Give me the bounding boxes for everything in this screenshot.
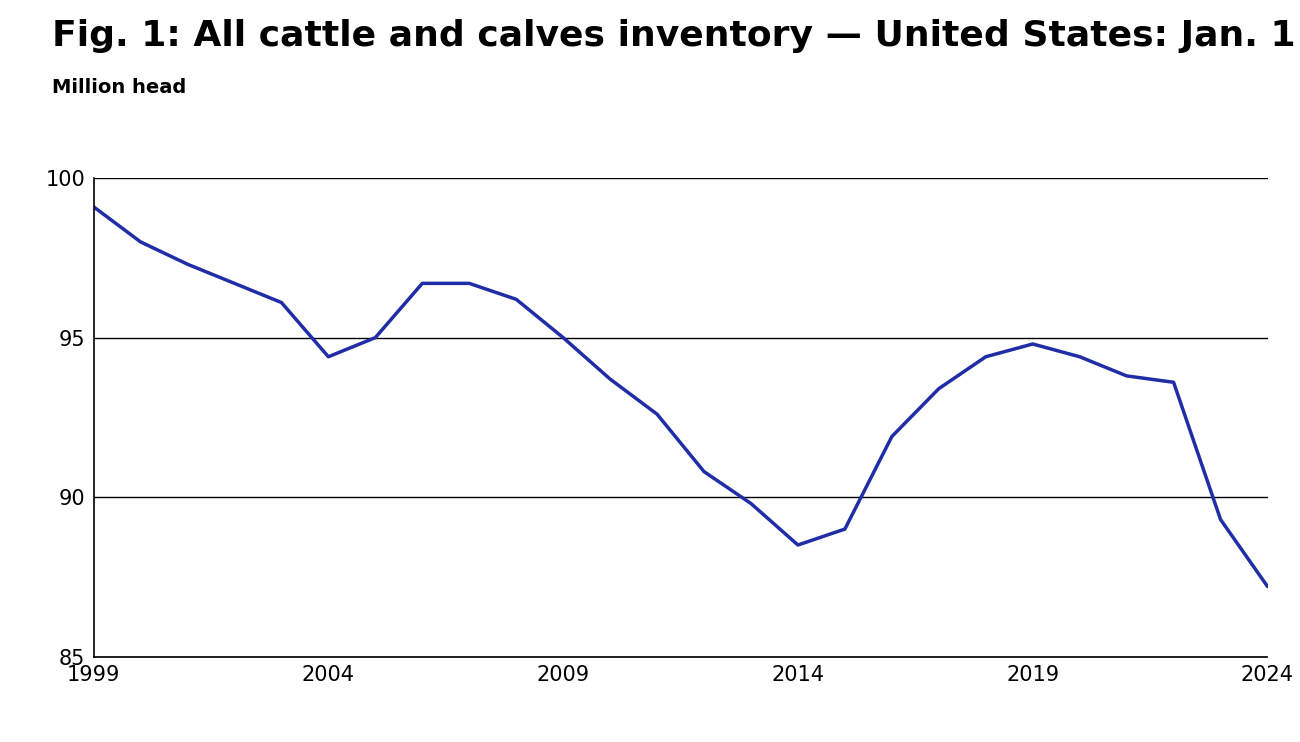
Text: Fig. 1: All cattle and calves inventory — United States: Jan. 1: Fig. 1: All cattle and calves inventory … (52, 19, 1296, 53)
Text: Million head: Million head (52, 78, 186, 97)
